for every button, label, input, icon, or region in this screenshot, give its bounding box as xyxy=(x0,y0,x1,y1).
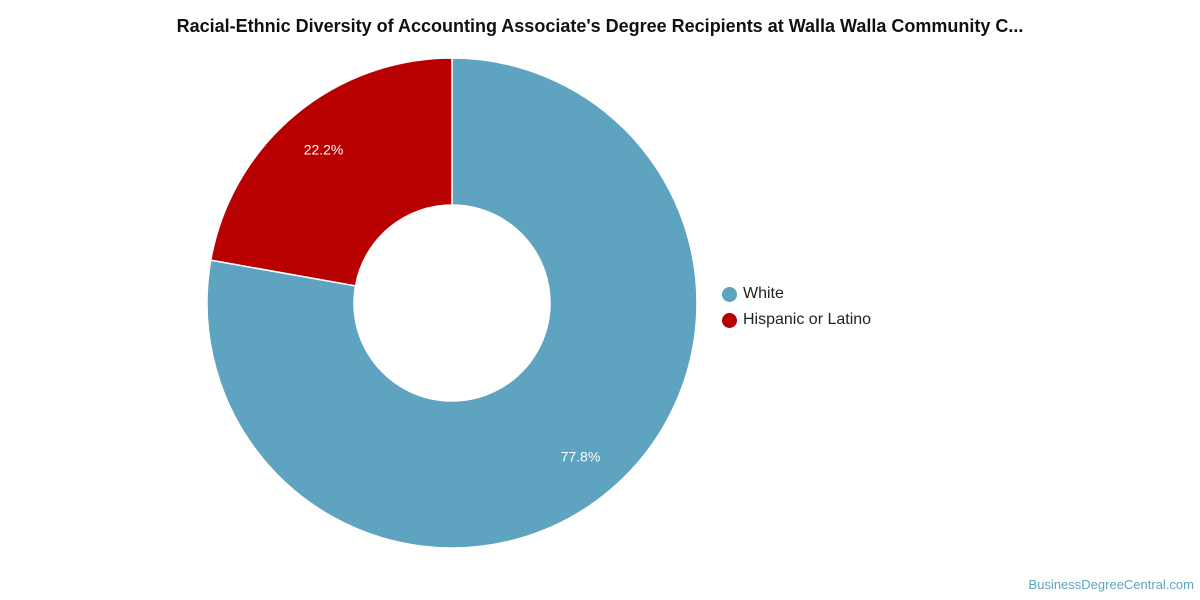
labels-group: 77.8% 22.2% xyxy=(304,142,601,465)
legend: White Hispanic or Latino xyxy=(722,281,871,333)
legend-label-hispanic: Hispanic or Latino xyxy=(743,311,872,328)
slice-label-white: 77.8% xyxy=(561,448,601,464)
slices-group xyxy=(206,57,698,549)
slice-white[interactable] xyxy=(206,57,698,549)
chart-title: Racial-Ethnic Diversity of Accounting As… xyxy=(176,16,1024,36)
legend-swatch-hispanic xyxy=(722,312,737,328)
legend-item-white[interactable]: White xyxy=(722,281,871,307)
legend-label-white: White xyxy=(743,285,784,302)
slice-label-hispanic-or-latino: 22.2% xyxy=(304,142,344,158)
watermark[interactable]: BusinessDegreeCentral.com xyxy=(1028,577,1194,592)
legend-swatch-white xyxy=(722,286,737,302)
slice-hispanic-or-latino[interactable] xyxy=(209,57,453,287)
legend-item-hispanic[interactable]: Hispanic or Latino xyxy=(722,307,871,333)
